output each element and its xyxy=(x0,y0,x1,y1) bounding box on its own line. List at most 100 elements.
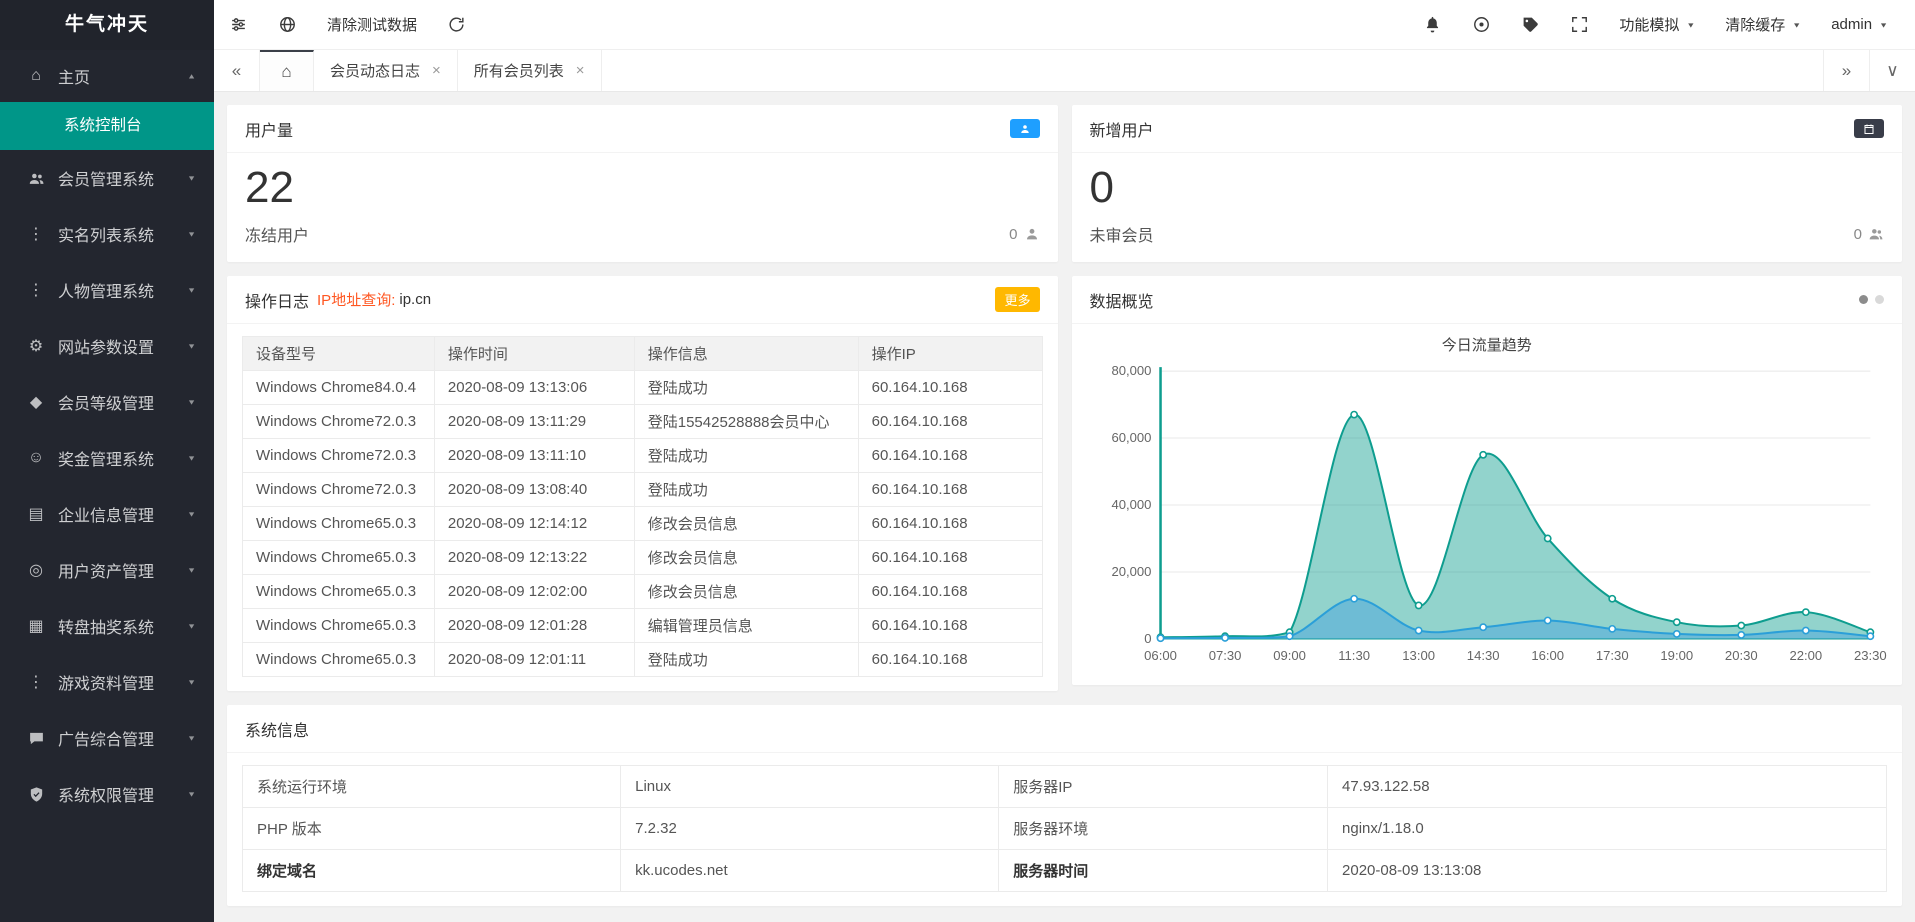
tab-home[interactable]: ⌂ xyxy=(260,50,314,91)
table-header-row: 设备型号操作时间操作信息操作IP xyxy=(243,337,1043,371)
sidebar-item-label: 网站参数设置 xyxy=(58,334,187,358)
globe-icon xyxy=(278,15,297,34)
sidebar-item-user-assets[interactable]: ◎用户资产管理▼ xyxy=(0,542,214,598)
table-cell: 60.164.10.168 xyxy=(858,507,1042,541)
chevron-down-icon: ▼ xyxy=(187,790,196,798)
info-value: 7.2.32 xyxy=(621,808,999,850)
menu-admin-user[interactable]: admin ▼ xyxy=(1816,0,1903,50)
card-title: 操作日志 xyxy=(245,288,309,312)
notifications-button[interactable] xyxy=(1408,0,1457,50)
svg-text:06:00: 06:00 xyxy=(1144,648,1177,663)
svg-text:09:00: 09:00 xyxy=(1273,648,1306,663)
table-row: PHP 版本7.2.32服务器环境nginx/1.18.0 xyxy=(243,808,1887,850)
info-label: 服务器环境 xyxy=(999,808,1328,850)
sidebar-item-system-permission[interactable]: 系统权限管理▼ xyxy=(0,766,214,822)
fullscreen-button[interactable] xyxy=(1555,0,1604,50)
table-row: 系统运行环境Linux服务器IP47.93.122.58 xyxy=(243,766,1887,808)
person-badge-glyph xyxy=(1019,123,1031,135)
svg-text:17:30: 17:30 xyxy=(1595,648,1628,663)
svg-text:20,000: 20,000 xyxy=(1111,564,1151,579)
info-value: 47.93.122.58 xyxy=(1328,766,1887,808)
table-cell: 60.164.10.168 xyxy=(858,609,1042,643)
sidebar-item-site-params[interactable]: ⚙网站参数设置▼ xyxy=(0,318,214,374)
enterprise-card-icon: ▤ xyxy=(22,504,50,524)
frozen-users-label: 冻结用户 xyxy=(245,222,309,246)
site-home-button[interactable] xyxy=(263,0,312,50)
info-label: 绑定域名 xyxy=(243,850,621,892)
svg-text:60,000: 60,000 xyxy=(1111,430,1151,445)
menu-label: 功能模拟 xyxy=(1619,14,1679,35)
table-cell: 编辑管理员信息 xyxy=(634,609,858,643)
sidebar-item-home[interactable]: ⌂ 主页 ▲ xyxy=(0,50,214,102)
carousel-dot-1[interactable] xyxy=(1859,295,1868,304)
info-value: nginx/1.18.0 xyxy=(1328,808,1887,850)
user-count-card: 用户量 22 冻结用户 0 xyxy=(227,105,1058,262)
theme-icon xyxy=(1472,15,1491,34)
system-info-table: 系统运行环境Linux服务器IP47.93.122.58PHP 版本7.2.32… xyxy=(242,765,1887,892)
sidebar-item-enterprise-info[interactable]: ▤ 企业信息管理▼ xyxy=(0,486,214,542)
table-row: Windows Chrome84.0.42020-08-09 13:13:06登… xyxy=(243,371,1043,405)
sidebar-item-member-level[interactable]: ◆会员等级管理▼ xyxy=(0,374,214,430)
admin-username: admin xyxy=(1831,16,1872,33)
refresh-button[interactable] xyxy=(432,0,481,50)
sidebar-item-label: 企业信息管理 xyxy=(58,502,187,526)
info-value: kk.ucodes.net xyxy=(621,850,999,892)
fullscreen-icon xyxy=(1570,15,1589,34)
lottery-grid-icon: ▦ xyxy=(22,616,50,636)
close-icon[interactable]: × xyxy=(432,62,441,79)
sidebar-item-member-management[interactable]: 会员管理系统▼ xyxy=(0,150,214,206)
daily-badge-icon[interactable] xyxy=(1854,119,1884,138)
chevron-down-icon: ∨ xyxy=(1886,61,1898,81)
theme-button[interactable] xyxy=(1457,0,1506,50)
menu-clear-cache[interactable]: 清除缓存 ▼ xyxy=(1710,0,1816,50)
home-icon: ⌂ xyxy=(281,62,291,82)
tag-button[interactable] xyxy=(1506,0,1555,50)
table-row: Windows Chrome65.0.32020-08-09 12:14:12修… xyxy=(243,507,1043,541)
svg-text:14:30: 14:30 xyxy=(1466,648,1499,663)
table-cell: 60.164.10.168 xyxy=(858,541,1042,575)
app-title: 牛气冲天 xyxy=(0,0,214,50)
tab-member-list[interactable]: 所有会员列表 × xyxy=(458,50,602,91)
table-cell: 2020-08-09 13:11:29 xyxy=(434,405,634,439)
menu-function-simulate[interactable]: 功能模拟 ▼ xyxy=(1604,0,1710,50)
frozen-users-value: 0 xyxy=(1009,226,1017,243)
svg-text:07:30: 07:30 xyxy=(1208,648,1241,663)
sidebar-item-wheel-lottery[interactable]: ▦转盘抽奖系统▼ xyxy=(0,598,214,654)
caret-down-icon: ▼ xyxy=(1879,21,1888,29)
sidebar-item-bonus-management[interactable]: ☺奖金管理系统▼ xyxy=(0,430,214,486)
sidebar-item-game-data[interactable]: ⋮游戏资料管理▼ xyxy=(0,654,214,710)
caret-down-icon: ▼ xyxy=(1686,21,1695,29)
ip-query-link[interactable]: ip.cn xyxy=(399,291,431,308)
collapse-menu-button[interactable] xyxy=(214,0,263,50)
page-content: 用户量 22 冻结用户 0 xyxy=(214,92,1915,922)
ip-query-label: IP地址查询: xyxy=(317,289,395,310)
close-icon[interactable]: × xyxy=(576,62,585,79)
more-button[interactable]: 更多 xyxy=(995,287,1039,312)
list-dots-icon: ⋮ xyxy=(22,224,50,244)
sidebar-item-realname-list[interactable]: ⋮实名列表系统▼ xyxy=(0,206,214,262)
level-diamond-icon: ◆ xyxy=(22,392,50,412)
double-chevron-right-icon: » xyxy=(1842,61,1851,81)
svg-text:11:30: 11:30 xyxy=(1338,648,1370,663)
carousel-dot-2[interactable] xyxy=(1875,295,1884,304)
user-total-badge-icon[interactable] xyxy=(1010,119,1040,138)
tabbar-right: » ∨ xyxy=(1823,50,1915,91)
info-value: Linux xyxy=(621,766,999,808)
table-cell: 60.164.10.168 xyxy=(858,643,1042,677)
tabs-scroll-left-button[interactable]: « xyxy=(214,50,260,91)
tabs-scroll-right-button[interactable]: » xyxy=(1823,50,1869,91)
info-label: PHP 版本 xyxy=(243,808,621,850)
sidebar-item-label: 奖金管理系统 xyxy=(58,446,187,470)
sidebar-item-system-console[interactable]: 系统控制台 xyxy=(0,102,214,150)
tab-member-log[interactable]: 会员动态日志 × xyxy=(314,50,458,91)
chevron-down-icon: ▼ xyxy=(187,510,196,518)
sidebar-item-label: 系统权限管理 xyxy=(58,782,187,806)
clear-test-data-button[interactable]: 清除测试数据 xyxy=(312,0,432,50)
tabs-dropdown-button[interactable]: ∨ xyxy=(1869,50,1915,91)
column-header: 设备型号 xyxy=(243,337,435,371)
chevron-down-icon: ▼ xyxy=(187,398,196,406)
chevron-up-icon: ▲ xyxy=(187,72,196,80)
table-cell: Windows Chrome65.0.3 xyxy=(243,575,435,609)
sidebar-item-character-management[interactable]: ⋮人物管理系统▼ xyxy=(0,262,214,318)
sidebar-item-ads-management[interactable]: 广告综合管理▼ xyxy=(0,710,214,766)
